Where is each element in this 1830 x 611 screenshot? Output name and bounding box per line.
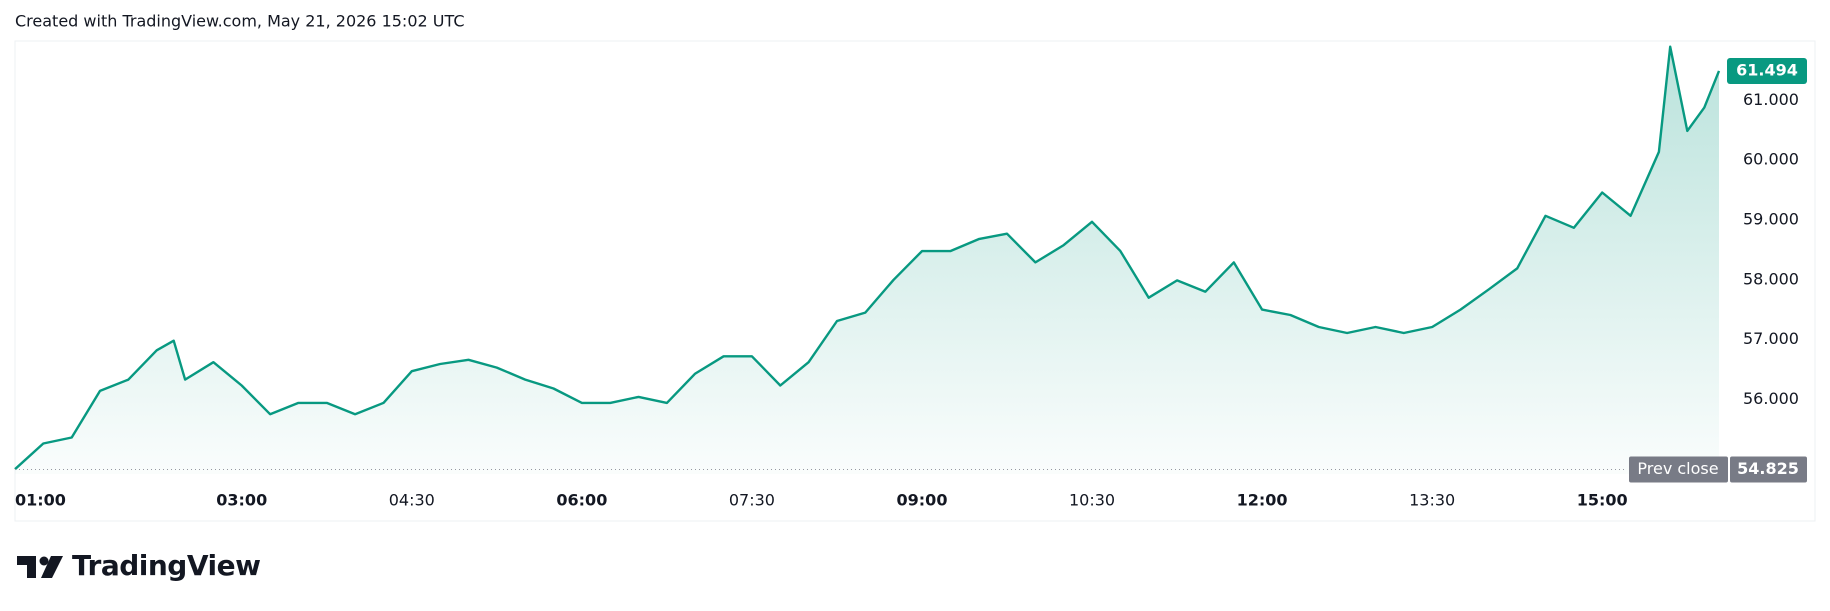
x-tick-label: 03:00 xyxy=(216,491,267,510)
x-tick-label: 13:30 xyxy=(1409,491,1455,510)
area-fill xyxy=(15,46,1719,474)
prev-close-value-badge xyxy=(1730,456,1807,483)
y-tick-label: 60.000 xyxy=(1743,150,1799,169)
y-tick-label: 59.000 xyxy=(1743,209,1799,228)
chart-frame xyxy=(14,40,1816,522)
last-price-label: 61.494 xyxy=(1736,60,1798,79)
prev-close-label: Prev close xyxy=(1637,459,1718,478)
logo: TradingView xyxy=(17,549,261,582)
y-tick-label: 57.000 xyxy=(1743,329,1799,348)
y-tick-label: 58.000 xyxy=(1743,269,1799,288)
y-tick-label: 56.000 xyxy=(1743,389,1799,408)
x-tick-label: 09:00 xyxy=(897,491,948,510)
logo-icon xyxy=(39,556,49,566)
logo-icon xyxy=(41,556,63,578)
plot: 56.000 57.000 58.000 59.000 60.000 61.000 01:0… xyxy=(14,45,1807,510)
logo-icon xyxy=(17,556,36,578)
last-price-badge xyxy=(1727,57,1807,84)
header: Created with TradingView.com, May 21, 20… xyxy=(15,12,464,31)
prev-close-badge xyxy=(1629,456,1728,483)
x-tick-label: 01:00 xyxy=(15,491,66,510)
x-tick-label: 07:30 xyxy=(729,491,775,510)
x-tick-label: 04:30 xyxy=(389,491,435,510)
prev-close-value: 54.825 xyxy=(1737,459,1799,478)
brand: TradingView xyxy=(72,549,260,582)
x-tick-label: 06:00 xyxy=(556,491,607,510)
y-tick-label: 61.000 xyxy=(1743,90,1799,109)
x-tick-label: 12:00 xyxy=(1237,491,1288,510)
x-tick-label: 10:30 xyxy=(1069,491,1115,510)
price-line xyxy=(14,45,1721,471)
x-tick-label: 15:00 xyxy=(1577,491,1628,510)
